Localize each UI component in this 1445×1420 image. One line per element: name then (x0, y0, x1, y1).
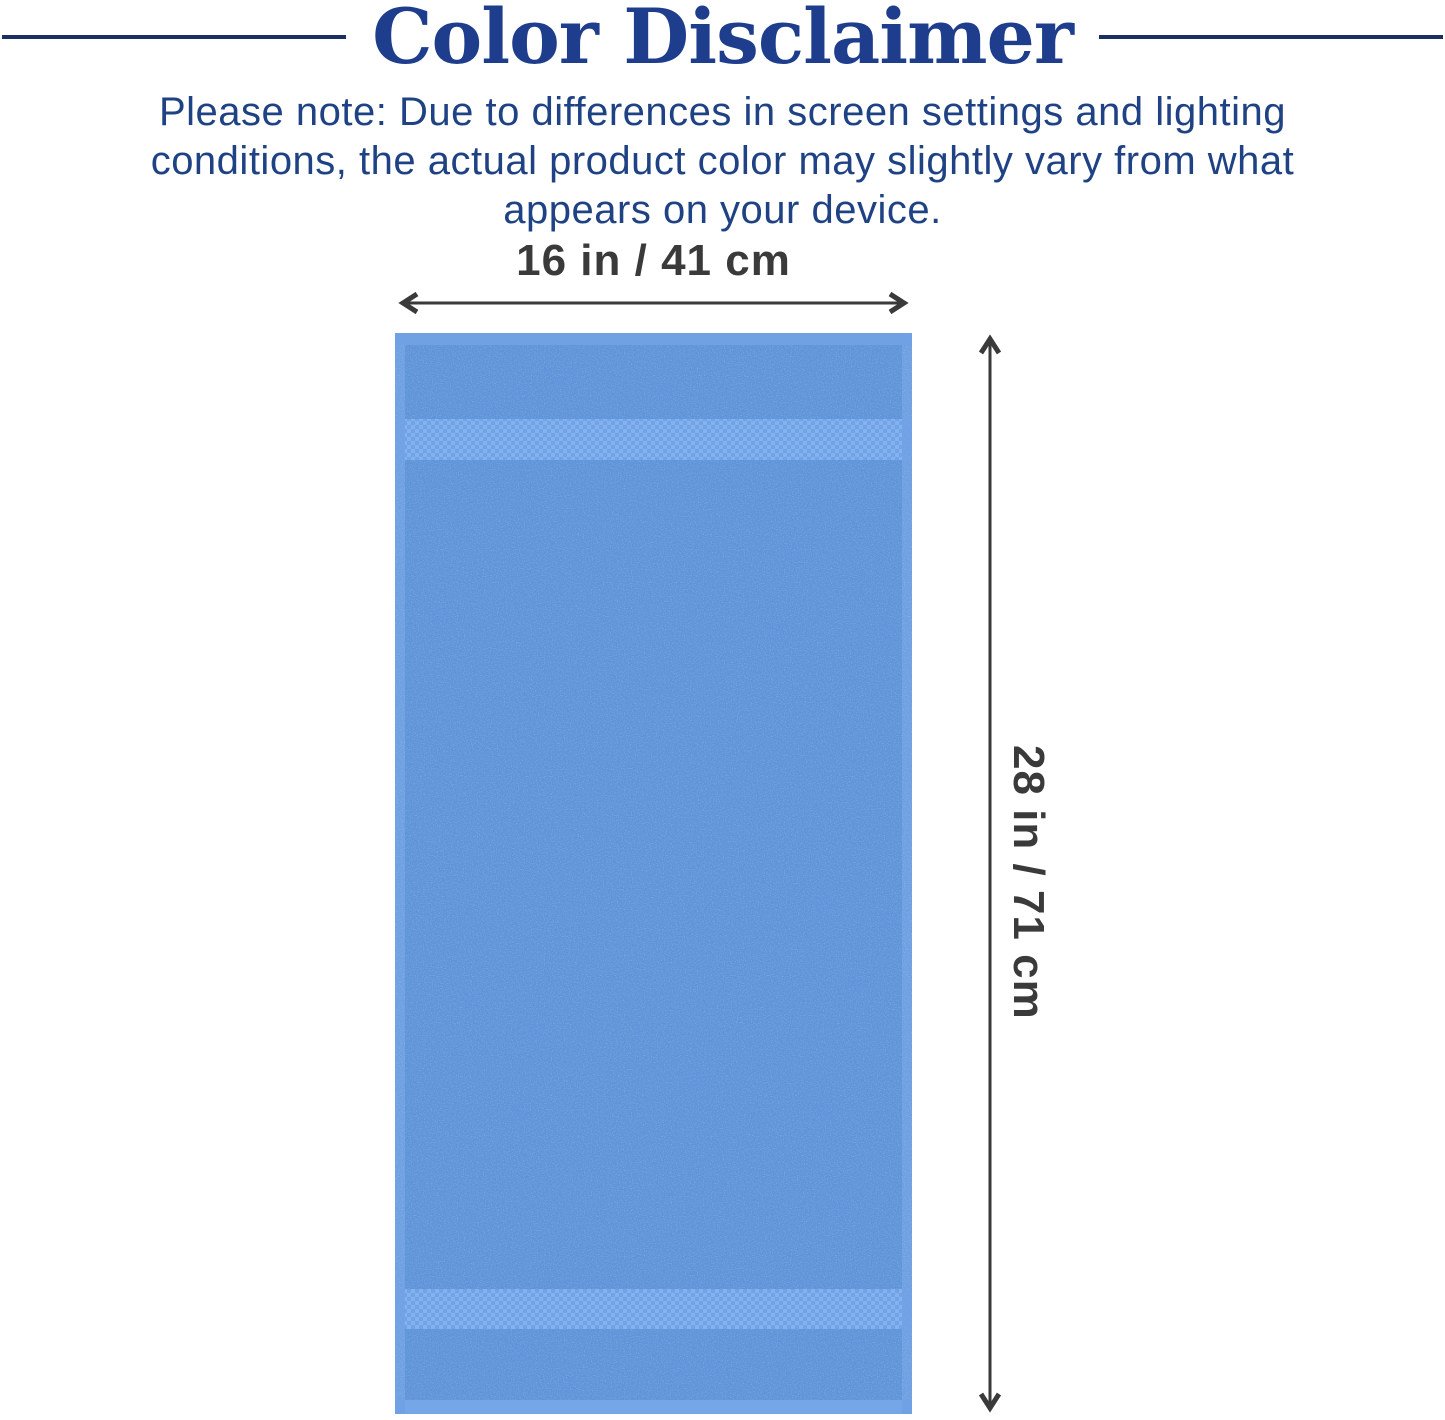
page-header: Color Disclaimer (0, 0, 1445, 81)
title-rule-left (2, 35, 347, 39)
title-rule-right (1098, 35, 1444, 39)
disclaimer-text: Please note: Due to differences in scree… (0, 88, 1445, 235)
disclaimer-line: conditions, the actual product color may… (150, 139, 1295, 183)
height-dimension-label: 28 in / 71 cm (1004, 745, 1053, 1020)
horizontal-arrow-icon (398, 291, 909, 315)
width-dimension-label: 16 in / 41 cm (516, 236, 791, 285)
disclaimer-line: Please note: Due to differences in scree… (158, 90, 1286, 134)
disclaimer-line: appears on your device. (503, 188, 942, 232)
page-title: Color Disclaimer (372, 0, 1074, 81)
towel-image (395, 333, 912, 1414)
vertical-arrow-icon (978, 334, 1002, 1413)
